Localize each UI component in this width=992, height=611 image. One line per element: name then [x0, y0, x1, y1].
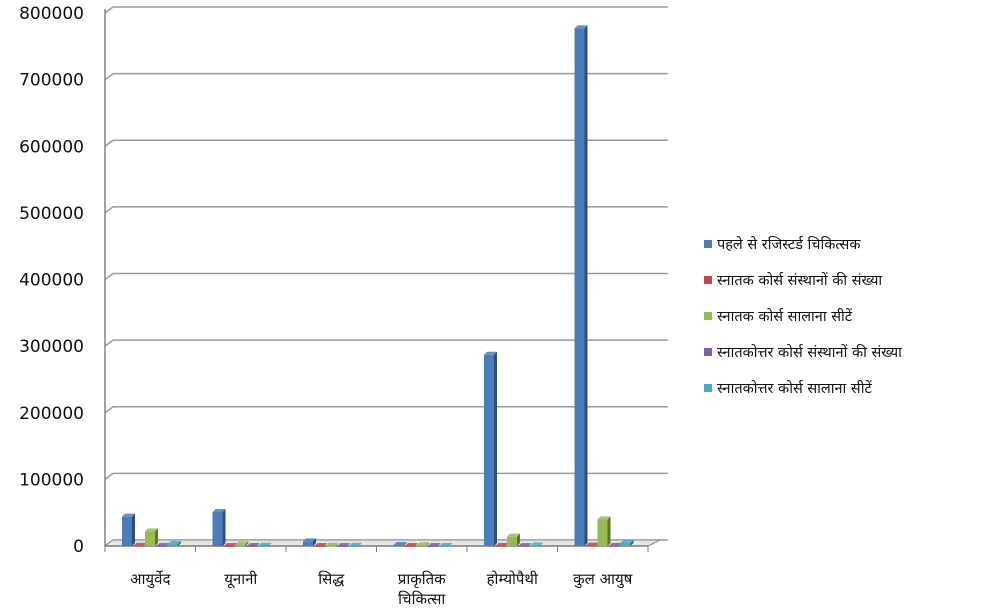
- x-axis-categories: आयुर्वेद यूनानी सिद्ध प्राकृतिक चिकित्सा होम्…: [130, 570, 633, 608]
- legend-item-ug-seats: स्नातक कोर्स सालाना सीटें: [704, 298, 992, 334]
- bar: [597, 516, 611, 546]
- legend-label: स्नातकोत्तर कोर्स संस्थानों की संख्या: [717, 345, 902, 361]
- y-tick-label: 100000: [19, 470, 84, 490]
- bar: [303, 538, 316, 546]
- bars: [122, 25, 634, 547]
- bar: [212, 509, 226, 546]
- bar: [484, 351, 497, 546]
- bar: [168, 541, 181, 546]
- gridlines: [104, 6, 668, 547]
- bar: [507, 533, 520, 546]
- bar: [314, 542, 328, 547]
- y-tick-label: 600000: [19, 137, 84, 157]
- gridline: [104, 72, 668, 81]
- x-category-label: होम्योपैथी: [487, 570, 539, 588]
- x-category-label: सिद्ध: [318, 570, 345, 588]
- y-axis-ticks: 0 100000 200000 300000 400000 500000 600000 700…: [19, 4, 84, 557]
- x-category-label: यूनानी: [224, 570, 258, 589]
- gridline: [104, 272, 668, 281]
- legend-swatch: [704, 240, 712, 248]
- y-tick-label: 500000: [19, 204, 84, 224]
- bar: [235, 541, 249, 546]
- bar: [439, 542, 453, 547]
- y-tick-label: 300000: [19, 337, 84, 357]
- y-tick-label: 0: [73, 537, 84, 557]
- legend-item-registered-practitioners: पहले से रजिस्टर्ड चिकित्सक: [704, 226, 992, 262]
- gridline: [104, 472, 668, 481]
- legend-swatch: [704, 384, 712, 392]
- gridline: [104, 206, 668, 214]
- legend-item-pg-institutions: स्नातकोत्तर कोर्स संस्थानों की संख्या: [704, 334, 992, 370]
- legend-label: स्नातक कोर्स संस्थानों की संख्या: [717, 273, 883, 289]
- bar: [145, 528, 158, 546]
- gridline: [104, 6, 668, 14]
- x-category-label: कुल आयुष: [573, 570, 632, 589]
- bar: [530, 542, 543, 547]
- legend-label: स्नातक कोर्स सालाना सीटें: [717, 309, 853, 325]
- legend-item-ug-institutions: स्नातक कोर्स संस्थानों की संख्या: [704, 262, 992, 298]
- x-category-label: आयुर्वेद: [130, 570, 171, 589]
- bar: [349, 542, 362, 547]
- bar: [428, 542, 441, 547]
- bar: [337, 542, 351, 547]
- bar: [620, 540, 634, 546]
- gridline: [104, 405, 668, 414]
- y-tick-label: 700000: [19, 71, 84, 91]
- legend: पहले से रजिस्टर्ड चिकित्सक स्नातक कोर्स …: [704, 226, 992, 406]
- bar: [326, 542, 339, 547]
- bar: [393, 542, 407, 546]
- bar: [574, 25, 588, 547]
- legend-label: स्नातकोत्तर कोर्स सालाना सीटें: [717, 381, 872, 397]
- bar: [247, 542, 260, 547]
- y-tick-label: 800000: [19, 4, 84, 24]
- x-category-label: प्राकृतिक चिकित्सा: [398, 570, 447, 608]
- gridline: [104, 139, 668, 147]
- bar: [416, 542, 430, 547]
- y-tick-label: 400000: [19, 271, 84, 291]
- gridline: [104, 339, 668, 347]
- legend-swatch: [704, 276, 712, 284]
- legend-label: पहले से रजिस्टर्ड चिकित्सक: [717, 237, 861, 253]
- legend-swatch: [704, 312, 712, 320]
- bar: [518, 542, 532, 547]
- bar: [405, 542, 418, 547]
- y-tick-label: 200000: [19, 404, 84, 424]
- bar: [122, 513, 135, 546]
- bar: [258, 542, 272, 547]
- legend-item-pg-seats: स्नातकोत्तर कोर्स सालाना सीटें: [704, 370, 992, 406]
- legend-swatch: [704, 348, 712, 356]
